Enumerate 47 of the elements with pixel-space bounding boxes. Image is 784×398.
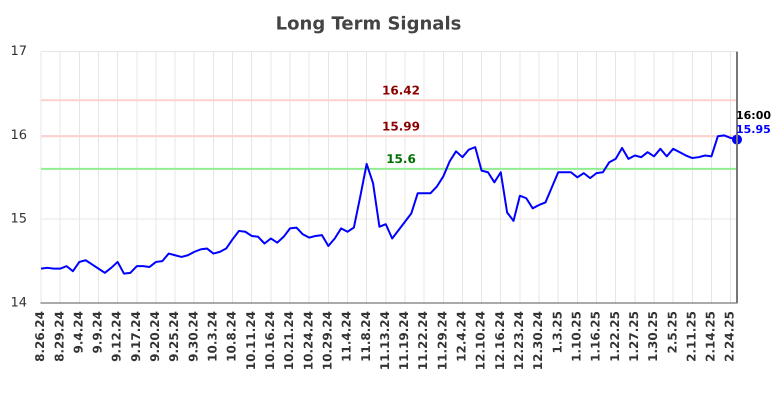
x-tick-label: 2.11.25	[684, 311, 698, 362]
ref-line-label: 15.99	[382, 119, 420, 134]
y-tick-label: 15	[10, 212, 27, 227]
x-tick-label: 8.29.24	[52, 311, 66, 362]
x-tick-label: 1.10.25	[569, 311, 584, 362]
x-tick-label: 10.8.24	[224, 311, 239, 362]
ref-line-label: 15.6	[386, 152, 416, 166]
x-tick-label: 1.16.25	[588, 311, 603, 362]
ref-line-label: 16.42	[382, 83, 420, 98]
y-tick-label: 17	[10, 44, 27, 59]
x-tick-label: 2.24.25	[722, 311, 737, 362]
x-tick-label: 11.29.24	[435, 311, 450, 370]
y-tick-label: 16	[10, 128, 27, 143]
x-tick-label: 8.26.24	[33, 311, 48, 362]
x-tick-label: 9.9.24	[90, 311, 105, 354]
x-tick-label: 10.16.24	[262, 311, 277, 370]
x-tick-label: 12.10.24	[474, 311, 488, 370]
y-tick-label: 14	[10, 295, 27, 310]
x-tick-label: 9.25.24	[167, 311, 182, 362]
x-tick-label: 11.22.24	[416, 311, 430, 370]
x-tick-label: 1.27.25	[626, 311, 641, 362]
x-tick-label: 11.19.24	[397, 311, 412, 370]
x-tick-label: 12.23.24	[512, 311, 526, 370]
x-tick-label: 11.13.24	[378, 311, 392, 370]
x-tick-label: 1.3.25	[550, 311, 564, 354]
x-tick-label: 9.20.24	[148, 311, 162, 362]
x-tick-label: 10.3.24	[206, 311, 220, 362]
annotation: 16:00	[736, 108, 772, 122]
x-tick-label: 9.12.24	[110, 311, 124, 362]
x-tick-label: 10.24.24	[301, 311, 316, 370]
data-label: 15.95	[736, 122, 771, 136]
x-tick-label: 12.4.24	[454, 311, 469, 362]
x-tick-label: 9.30.24	[186, 311, 200, 362]
x-tick-label: 2.14.25	[704, 311, 718, 362]
x-tick-label: 12.16.24	[492, 311, 507, 370]
x-tick-label: 10.29.24	[320, 311, 334, 370]
x-tick-label: 1.30.25	[646, 311, 660, 362]
x-tick-label: 9.17.24	[128, 311, 143, 362]
x-tick-label: 9.4.24	[71, 311, 86, 354]
x-tick-label: 11.4.24	[340, 311, 354, 362]
x-tick-label: 1.22.25	[608, 311, 622, 362]
x-tick-label: 2.5.25	[665, 311, 680, 354]
chart-title: Long Term Signals	[276, 13, 462, 34]
x-tick-label: 10.11.24	[244, 311, 258, 370]
x-tick-label: 10.21.24	[282, 311, 296, 370]
x-tick-label: 12.30.24	[531, 311, 546, 370]
x-tick-label: 11.8.24	[358, 311, 373, 362]
